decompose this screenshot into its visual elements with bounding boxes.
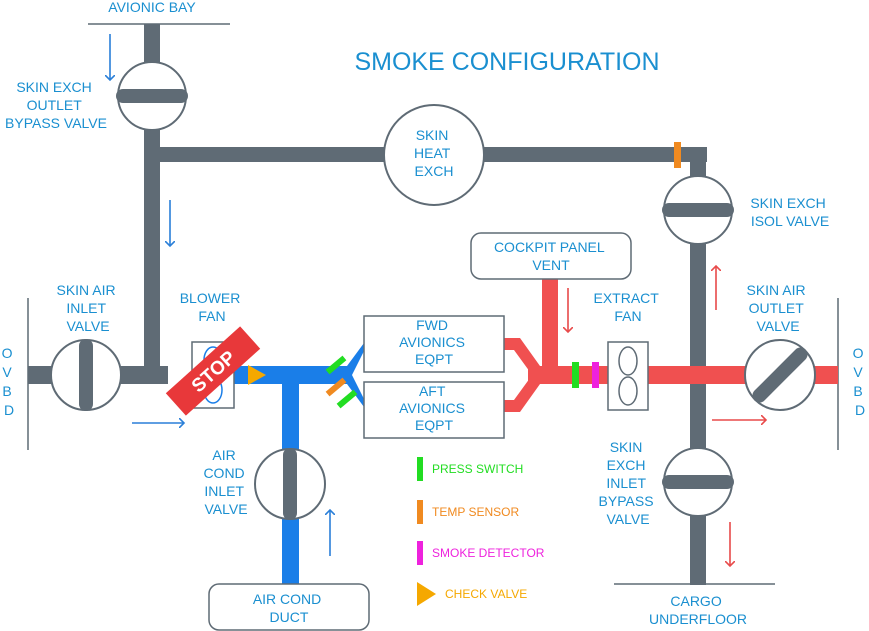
label-aft-avionics-eqpt: AFT AVIONICS EQPT bbox=[399, 383, 469, 433]
press-switch-extract bbox=[572, 362, 579, 388]
legend-press-switch-swatch bbox=[417, 457, 423, 481]
label-ovbd-right: O V B D bbox=[853, 345, 868, 418]
skin-exch-inlet-bypass-valve bbox=[662, 447, 734, 517]
label-skin-exch-inlet-bypass-valve: SKIN EXCH INLET BYPASS VALVE bbox=[599, 439, 658, 527]
skin-air-inlet-valve bbox=[50, 339, 122, 411]
air-cond-duct-box bbox=[208, 583, 370, 631]
aft-avionics-eqpt-box bbox=[363, 381, 505, 439]
legend-check-valve-swatch bbox=[417, 582, 436, 606]
label-avionic-bay: AVIONIC BAY bbox=[108, 0, 196, 15]
check-valve bbox=[248, 365, 266, 385]
flow-arrows bbox=[110, 34, 766, 566]
red-ducts bbox=[504, 278, 838, 412]
label-blower-fan: BLOWER FAN bbox=[180, 290, 245, 324]
label-skin-exch-isol-valve: SKIN EXCH ISOL VALVE bbox=[750, 195, 829, 229]
label-skin-heat-exch: SKIN HEAT EXCH bbox=[414, 127, 454, 179]
cockpit-vent-duct bbox=[542, 278, 558, 370]
press-switch-aft bbox=[336, 389, 358, 409]
legend-temp-sensor-label: TEMP SENSOR bbox=[432, 505, 519, 519]
label-air-cond-inlet-valve: AIR COND INLET VALVE bbox=[203, 447, 248, 517]
skin-exch-isol-valve bbox=[662, 175, 734, 245]
avionics-split bbox=[333, 343, 364, 407]
legend-press-switch-label: PRESS SWITCH bbox=[432, 462, 523, 476]
label-ovbd-left: O V B D bbox=[2, 345, 17, 418]
legend-temp-sensor-swatch bbox=[417, 500, 423, 524]
avionics-merge bbox=[504, 338, 540, 412]
label-skin-exch-outlet-bypass-valve: SKIN EXCH OUTLET BYPASS VALVE bbox=[5, 79, 107, 131]
smoke-detector-extract bbox=[592, 362, 599, 388]
legend: PRESS SWITCH TEMP SENSOR SMOKE DETECTOR … bbox=[417, 457, 545, 606]
skin-exch-outlet-bypass-valve bbox=[116, 61, 188, 131]
air-cond-inlet-valve bbox=[254, 448, 326, 520]
label-cockpit-panel-vent: COCKPIT PANEL VENT bbox=[494, 239, 608, 273]
legend-check-valve-label: CHECK VALVE bbox=[445, 587, 527, 601]
skin-heat-exch bbox=[383, 104, 485, 206]
label-skin-air-outlet-valve: SKIN AIR OUTLET VALVE bbox=[746, 282, 809, 334]
press-switch-fwd bbox=[325, 355, 347, 375]
extract-fan bbox=[607, 341, 649, 411]
legend-smoke-detector-swatch bbox=[417, 541, 423, 565]
legend-smoke-detector-label: SMOKE DETECTOR bbox=[432, 546, 545, 560]
temp-sensor-avionics bbox=[325, 377, 347, 397]
label-skin-air-inlet-valve: SKIN AIR INLET VALVE bbox=[56, 282, 119, 334]
fwd-avionics-eqpt-box bbox=[363, 315, 505, 373]
label-air-cond-duct: AIR COND DUCT bbox=[253, 591, 325, 625]
temp-sensor-top bbox=[674, 142, 681, 168]
label-fwd-avionics-eqpt: FWD AVIONICS EQPT bbox=[399, 317, 469, 367]
diagram-title: SMOKE CONFIGURATION bbox=[354, 48, 659, 76]
skin-air-outlet-valve bbox=[744, 339, 816, 411]
label-cargo-underfloor: CARGO UNDERFLOOR bbox=[649, 593, 747, 627]
label-extract-fan: EXTRACT FAN bbox=[594, 290, 663, 324]
extract-fan-inlet-duct bbox=[528, 366, 608, 384]
cockpit-panel-vent-box bbox=[470, 232, 632, 280]
